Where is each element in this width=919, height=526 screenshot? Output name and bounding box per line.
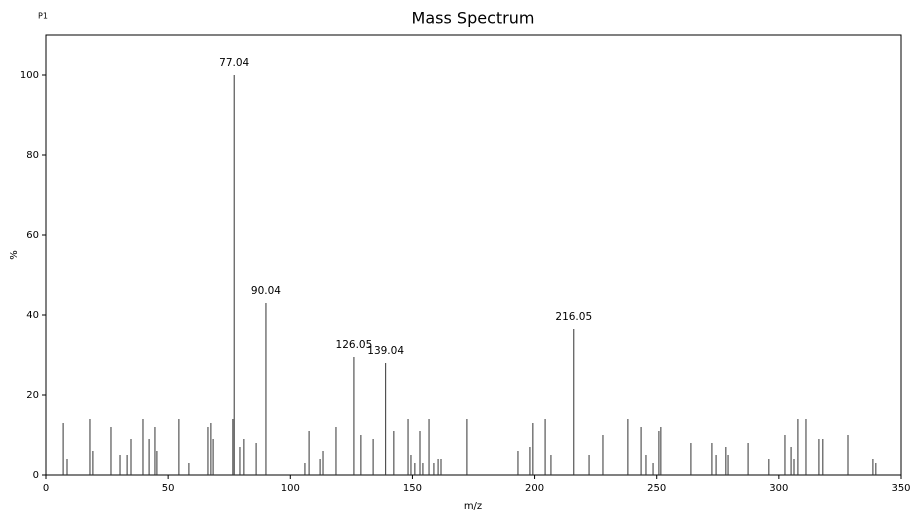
y-tick-label: 100 xyxy=(20,70,39,81)
y-axis-label: % xyxy=(9,250,20,260)
y-tick-label: 20 xyxy=(26,390,39,401)
x-tick-label: 100 xyxy=(281,483,300,494)
y-tick-label: 40 xyxy=(26,310,39,321)
x-axis-label: m/z xyxy=(464,501,482,512)
peak-label: 90.04 xyxy=(251,285,281,297)
x-tick-label: 50 xyxy=(162,483,175,494)
peak-label: 139.04 xyxy=(367,345,404,357)
y-tick-label: 60 xyxy=(26,230,39,241)
chart-title: Mass Spectrum xyxy=(412,9,535,28)
x-tick-label: 350 xyxy=(891,483,910,494)
x-tick-label: 200 xyxy=(525,483,544,494)
peak-label: 216.05 xyxy=(555,311,592,323)
y-tick-label: 0 xyxy=(33,470,39,481)
x-tick-label: 250 xyxy=(647,483,666,494)
peak-label: 126.05 xyxy=(336,339,373,351)
x-tick-label: 300 xyxy=(769,483,788,494)
x-tick-label: 0 xyxy=(43,483,49,494)
x-tick-label: 150 xyxy=(403,483,422,494)
plot-frame xyxy=(45,34,902,476)
peak-label: 77.04 xyxy=(219,57,249,69)
y-tick-label: 80 xyxy=(26,150,39,161)
corner-text: P1 xyxy=(38,12,48,21)
